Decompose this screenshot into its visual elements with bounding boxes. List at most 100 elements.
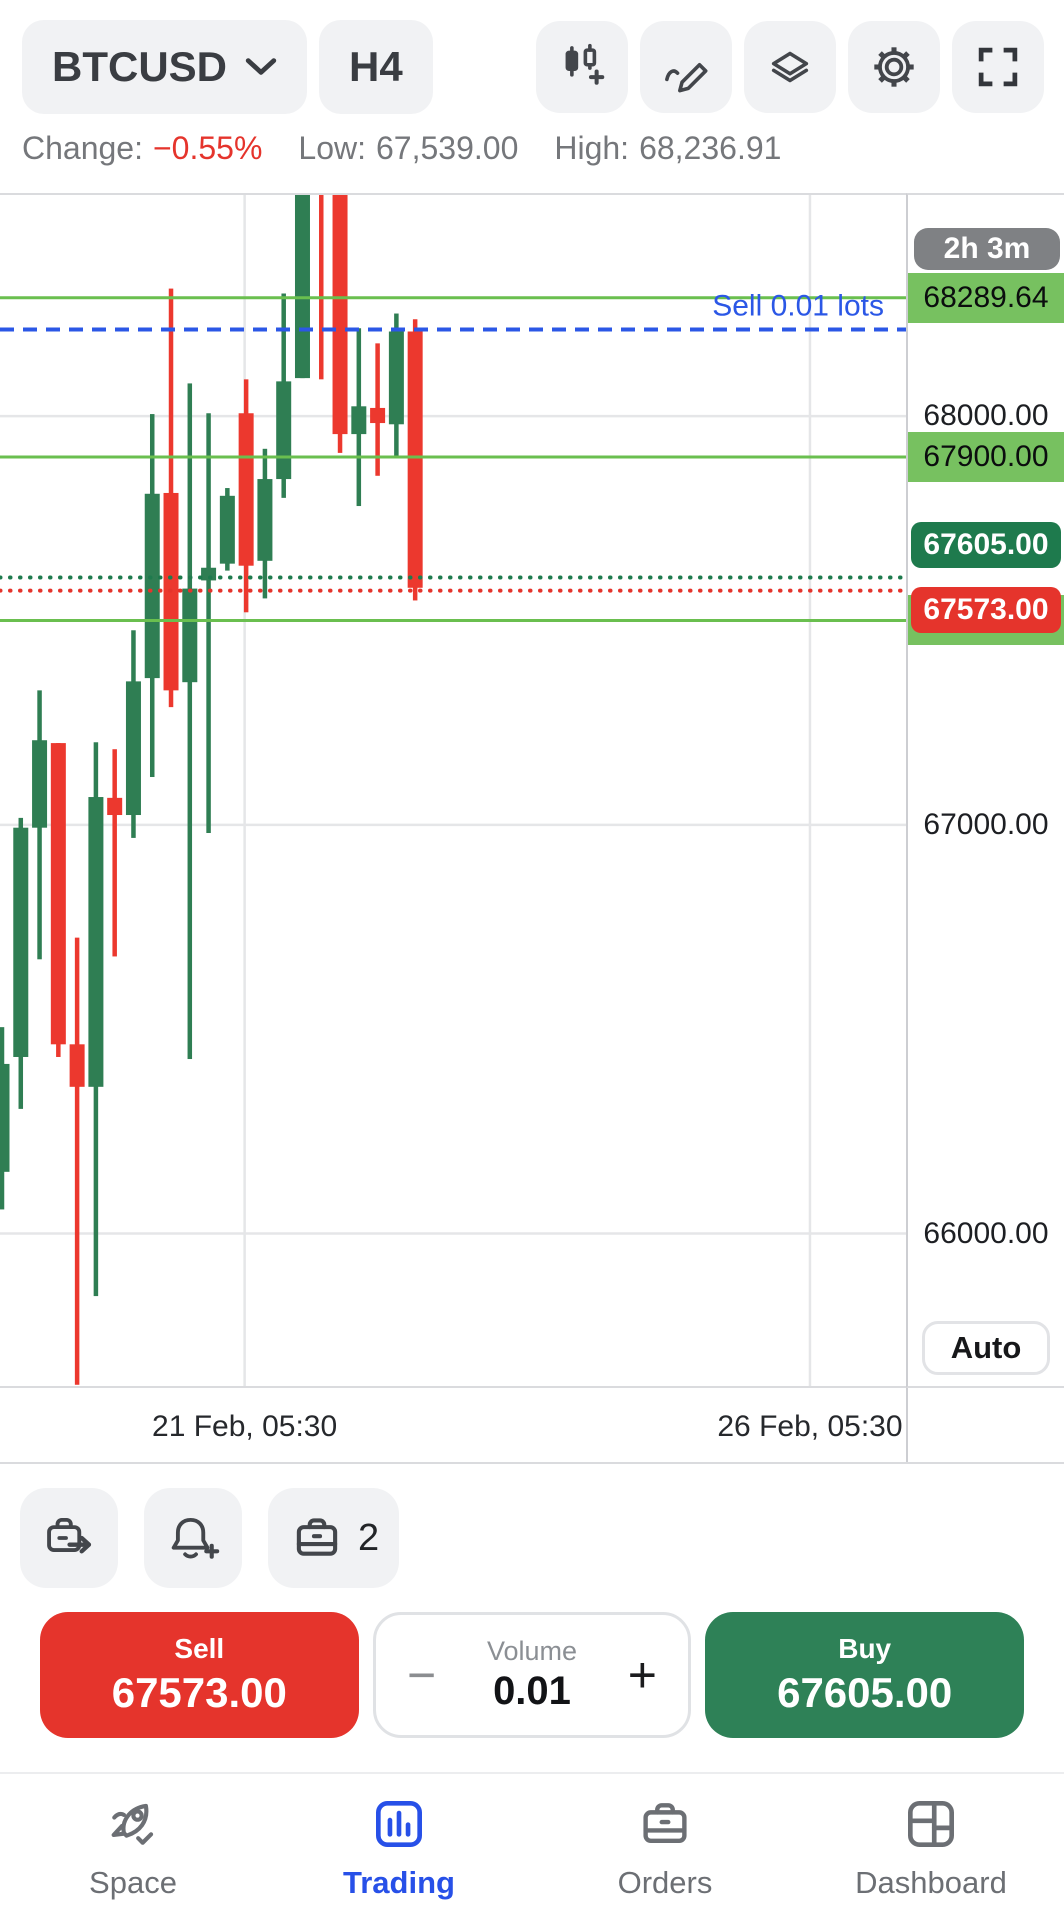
auto-scale-button[interactable]: Auto	[922, 1321, 1050, 1375]
timeframe-button[interactable]: H4	[319, 20, 433, 114]
draw-tools-button[interactable]	[640, 21, 732, 113]
chart-canvas: Sell 0.01 lots	[0, 195, 906, 1386]
candle-bearish	[370, 407, 386, 424]
briefcase-icon	[643, 1803, 687, 1843]
change-stat: Change: −0.55%	[22, 130, 263, 166]
positions-count: 2	[358, 1516, 380, 1559]
candle-wick	[319, 195, 324, 380]
volume-value: 0.01	[493, 1669, 571, 1713]
trade-panel: Sell 67573.00 − Volume 0.01 + Buy 67605.…	[40, 1612, 1024, 1738]
candle-bearish	[50, 743, 66, 1045]
chart-type-button[interactable]	[536, 21, 628, 113]
buy-label: Buy	[838, 1633, 892, 1664]
candle-bullish	[88, 797, 104, 1087]
nav-label-dashboard: Dashboard	[855, 1865, 1007, 1900]
low-value: 67,539.00	[376, 130, 519, 166]
dashboard-grid-icon	[908, 1801, 954, 1847]
nav-label-space: Space	[89, 1865, 177, 1900]
sell-button[interactable]: Sell 67573.00	[40, 1612, 359, 1738]
axis-price-label: 67000.00	[923, 807, 1049, 841]
axis-price-label: 66000.00	[923, 1216, 1049, 1250]
chevron-down-icon	[245, 58, 277, 75]
quick-actions-row: 2	[20, 1488, 400, 1588]
candle-bullish	[388, 331, 404, 425]
briefcase-icon	[296, 1518, 338, 1556]
low-stat: Low: 67,539.00	[298, 130, 519, 166]
high-value: 68,236.91	[639, 130, 782, 166]
bell-plus-icon	[171, 1517, 220, 1559]
candlestick-add-icon	[565, 43, 605, 85]
layers-button[interactable]	[744, 21, 836, 113]
nav-item-dashboard[interactable]: Dashboard	[798, 1774, 1064, 1920]
candle-bullish	[351, 406, 367, 435]
chart-bars-icon	[376, 1801, 422, 1847]
candle-bullish	[294, 195, 310, 379]
price-axis[interactable]: 2h 3m Auto 68000.00 67000.00 66000.00 68289…	[906, 193, 1064, 1388]
settings-button[interactable]	[848, 21, 940, 113]
candle-wick	[206, 413, 211, 834]
candle-wick	[187, 383, 193, 1060]
volume-decrease-button[interactable]: −	[376, 1649, 468, 1701]
candle-wick	[74, 937, 80, 1385]
candle-bullish	[182, 588, 198, 683]
axis-level-label: 67900.00	[908, 431, 1064, 482]
candle-bearish	[238, 413, 254, 566]
buy-button[interactable]: Buy 67605.00	[705, 1612, 1024, 1738]
sell-price: 67573.00	[111, 1669, 287, 1716]
candle-bearish	[407, 331, 423, 588]
candlestick-chart[interactable]: Sell 0.01 lots	[0, 193, 906, 1388]
price-alert-button[interactable]	[144, 1488, 242, 1588]
candle-bullish	[219, 495, 235, 564]
nav-item-space[interactable]: Space	[0, 1774, 266, 1920]
volume-display[interactable]: Volume 0.01	[468, 1636, 597, 1714]
candle-bearish	[107, 797, 123, 816]
candle-wick	[112, 749, 117, 957]
candle-bullish	[276, 381, 292, 480]
price-stats-row: Change: −0.55% Low: 67,539.00 High: 68,236.…	[22, 130, 781, 167]
open-positions-button[interactable]: 2	[268, 1488, 400, 1588]
symbol-selector[interactable]: BTCUSD	[22, 20, 307, 114]
briefcase-export-icon	[47, 1517, 92, 1554]
axis-separator	[906, 1388, 908, 1462]
candle-bullish	[32, 740, 48, 828]
volume-increase-button[interactable]: +	[596, 1649, 688, 1701]
topbar: BTCUSD H4	[22, 20, 1044, 114]
fullscreen-button[interactable]	[952, 21, 1044, 113]
fullscreen-icon	[978, 47, 1018, 87]
candle-bullish	[144, 493, 160, 679]
timeframe-label: H4	[349, 43, 403, 90]
sell-label: Sell	[174, 1633, 225, 1664]
nav-item-orders[interactable]: Orders	[532, 1774, 798, 1920]
axis-quote-label: 67605.00	[911, 521, 1061, 568]
nav-item-trading[interactable]: Trading	[266, 1774, 532, 1920]
pending-order-button[interactable]	[20, 1488, 118, 1588]
candle-bearish	[332, 195, 348, 435]
volume-label: Volume	[486, 1636, 578, 1666]
nav-label-trading: Trading	[343, 1865, 455, 1900]
candle-bullish	[0, 1063, 10, 1172]
candle-countdown-badge: 2h 3m	[914, 228, 1060, 270]
high-stat: High: 68,236.91	[554, 130, 782, 166]
axis-price-label: 68000.00	[923, 399, 1049, 433]
time-axis: 21 Feb, 05:30 26 Feb, 05:30	[0, 1388, 1064, 1464]
time-axis-label: 21 Feb, 05:30	[152, 1410, 338, 1443]
candle-bullish	[257, 479, 273, 561]
candle-bullish	[125, 681, 141, 816]
bottom-navigation: Space Trading Or	[0, 1772, 1064, 1920]
time-axis-label: 26 Feb, 05:30	[717, 1410, 903, 1443]
gear-icon	[874, 47, 914, 87]
candle-bullish	[13, 827, 29, 1057]
axis-quote-label: 67573.00	[911, 586, 1061, 633]
rocket-icon	[111, 1803, 154, 1845]
change-value: −0.55%	[152, 130, 263, 166]
pencil-draw-icon	[665, 62, 708, 93]
nav-label-orders: Orders	[617, 1865, 713, 1900]
layers-icon	[771, 51, 809, 83]
sell-position-label: Sell 0.01 lots	[712, 289, 884, 322]
volume-stepper: − Volume 0.01 +	[372, 1612, 692, 1738]
axis-level-label: 68289.64	[908, 272, 1064, 323]
symbol-label: BTCUSD	[52, 43, 227, 90]
buy-price: 67605.00	[777, 1669, 953, 1716]
candle-bearish	[69, 1044, 85, 1087]
